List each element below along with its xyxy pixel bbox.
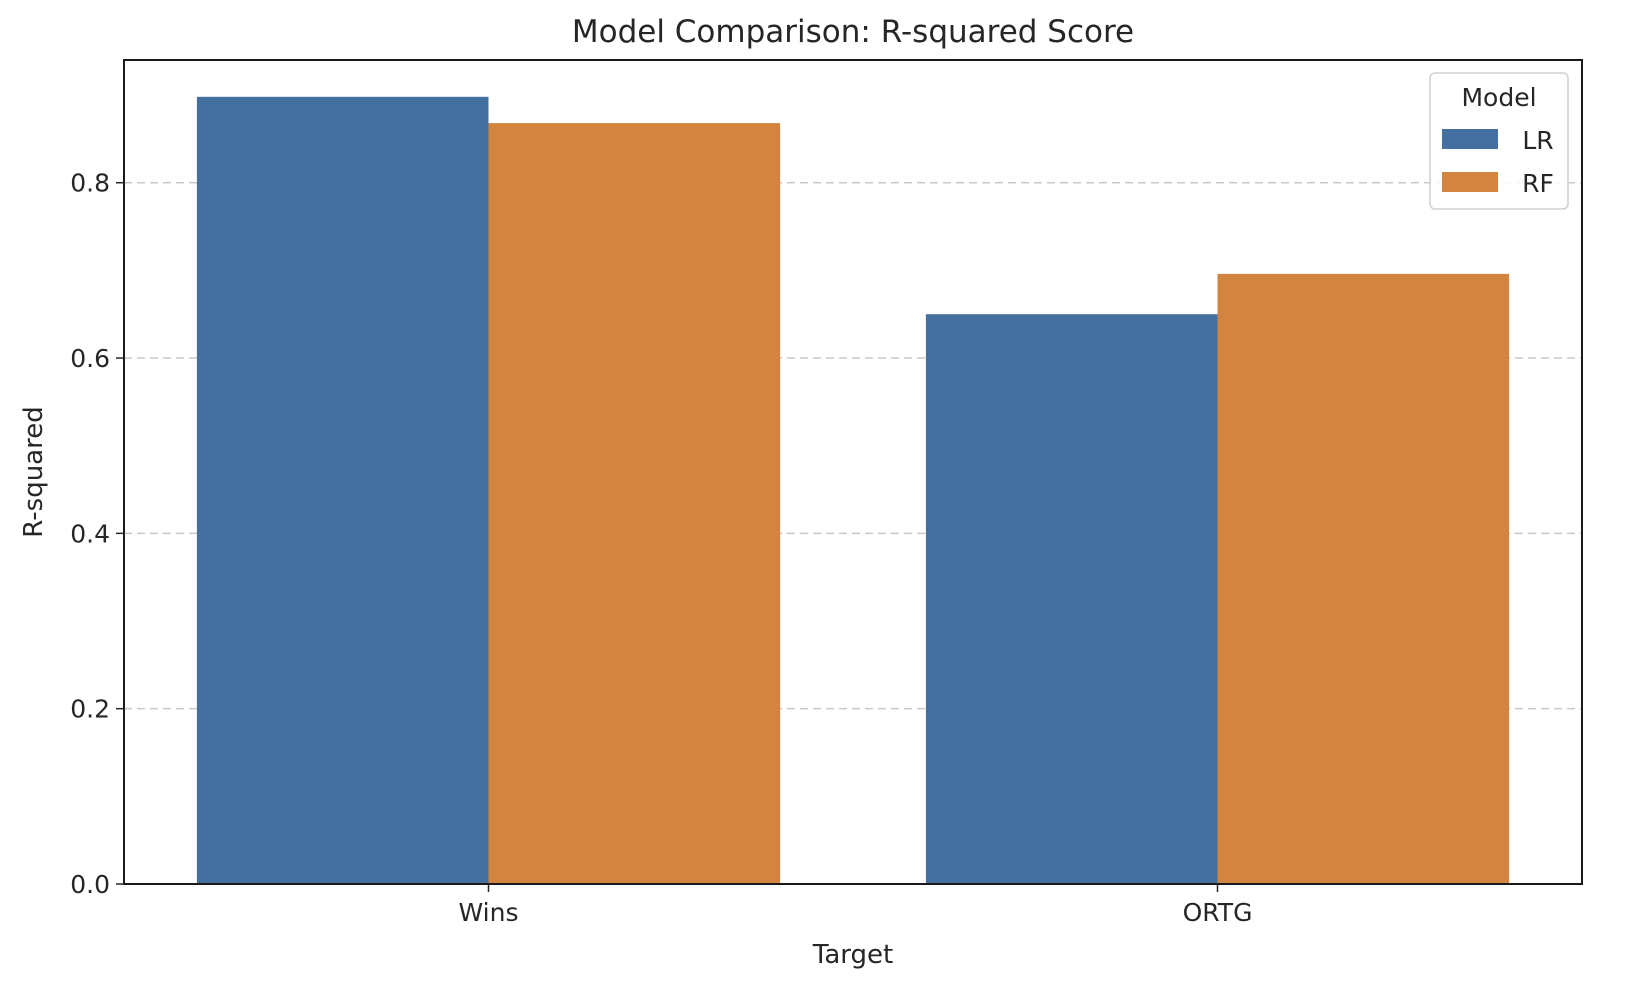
- x-tick-label: Wins: [459, 898, 519, 927]
- y-axis-ticks: 0.0 0.2 0.4 0.6 0.8: [70, 169, 124, 899]
- bar-rf-ortg: [1217, 273, 1510, 884]
- bar-lr-wins: [196, 96, 489, 885]
- legend-swatch-lr: [1442, 129, 1498, 149]
- bar-rf-wins: [488, 123, 781, 885]
- legend: Model LR RF: [1429, 72, 1569, 210]
- legend-label-lr: LR: [1522, 126, 1553, 155]
- plot-frame: [123, 59, 1583, 885]
- y-tick-label: 0.2: [70, 695, 110, 724]
- x-axis-ticks: Wins ORTG: [459, 884, 1253, 927]
- y-axis-label: R-squared: [19, 406, 49, 537]
- y-tick-label: 0.8: [70, 169, 110, 198]
- y-tick-label: 0.6: [70, 344, 110, 373]
- bar-lr-ortg: [925, 314, 1218, 884]
- y-tick-label: 0.4: [70, 519, 110, 548]
- x-tick-label: ORTG: [1183, 898, 1253, 927]
- legend-title: Model: [1461, 83, 1536, 112]
- chart-title: Model Comparison: R-squared Score: [572, 14, 1134, 50]
- legend-label-rf: RF: [1522, 169, 1554, 198]
- x-axis-label: Target: [812, 940, 893, 970]
- y-tick-label: 0.0: [70, 870, 110, 899]
- bars: [196, 96, 1510, 885]
- legend-swatch-rf: [1442, 172, 1498, 192]
- legend-items: LR RF: [1442, 126, 1554, 198]
